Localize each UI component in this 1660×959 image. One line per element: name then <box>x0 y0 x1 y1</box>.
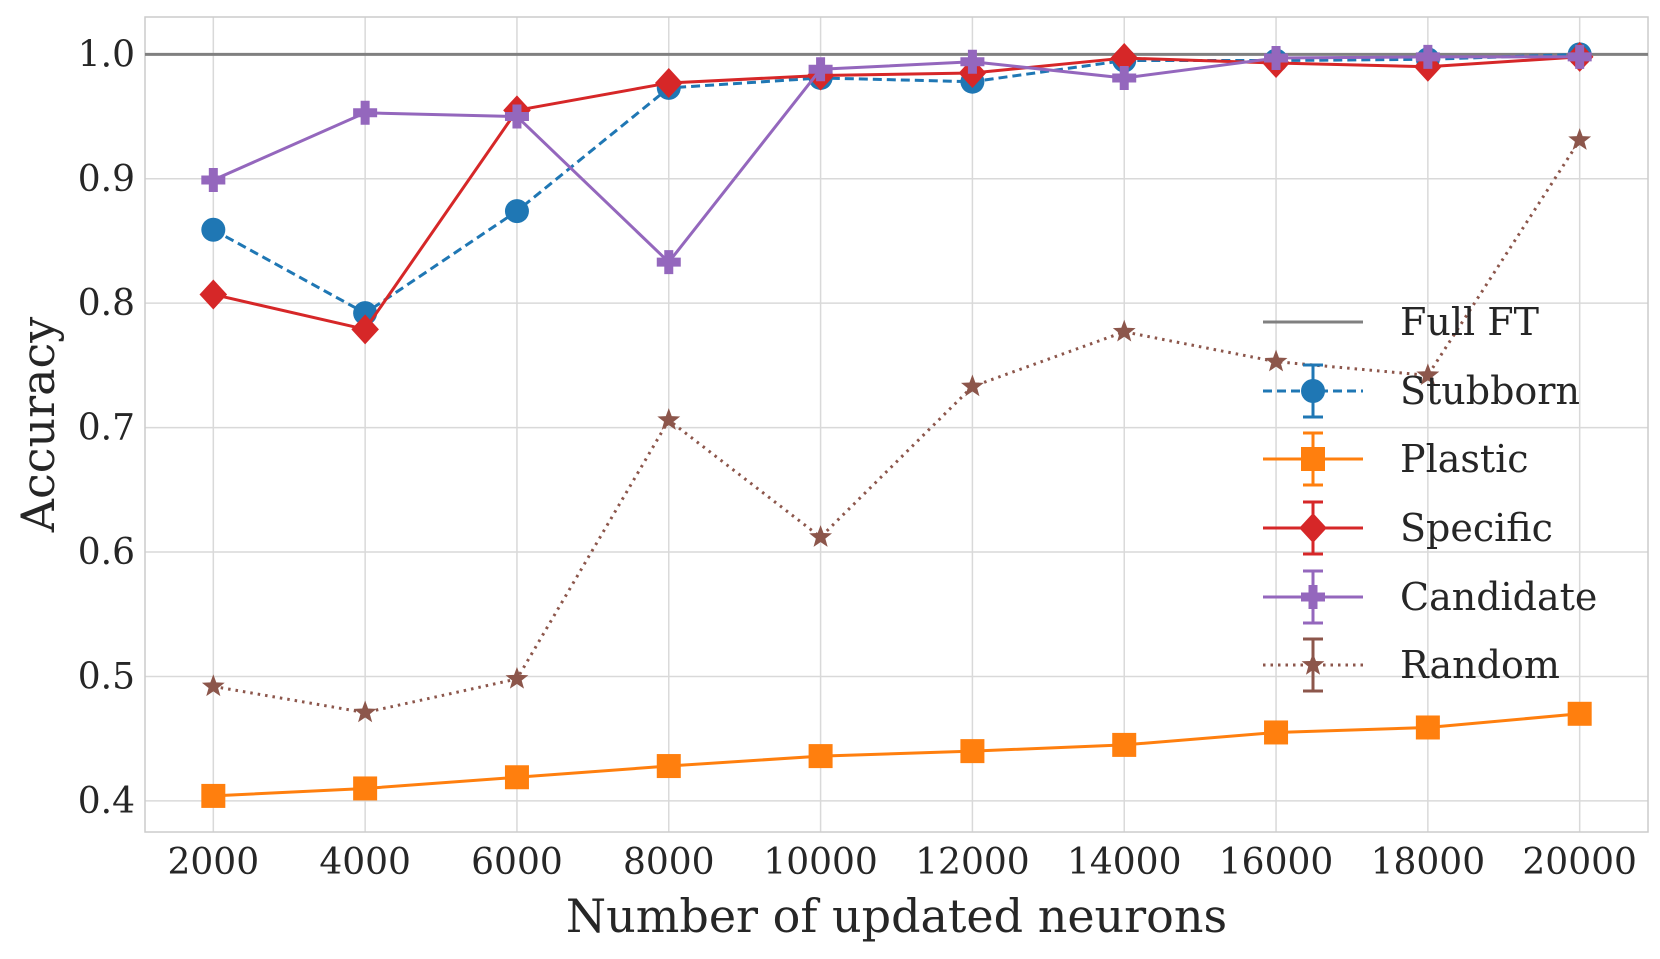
random-point <box>1416 363 1440 386</box>
legend-specific-marker <box>1299 513 1327 543</box>
legend-label-specific: Specific <box>1400 506 1553 550</box>
plastic-point <box>1112 732 1137 757</box>
random-point <box>1264 349 1288 372</box>
plastic-point <box>960 739 985 764</box>
candidate-point <box>504 104 529 129</box>
x-tick-label: 20000 <box>1522 842 1637 883</box>
y-tick-label: 0.9 <box>78 159 135 200</box>
plastic-point <box>1415 715 1440 740</box>
x-axis-ticks: 2000 4000 6000 8000 10000 12000 14000 16000 1800… <box>168 842 1637 883</box>
plastic-point <box>1264 720 1289 745</box>
x-tick-label: 4000 <box>319 842 411 883</box>
plastic-point <box>808 744 833 769</box>
x-tick-label: 12000 <box>915 842 1030 883</box>
x-tick-label: 18000 <box>1371 842 1486 883</box>
random-point <box>1568 128 1592 150</box>
y-tick-label: 0.4 <box>78 781 135 822</box>
legend-label-full-ft: Full FT <box>1400 300 1539 344</box>
specific-point <box>1110 43 1139 74</box>
candidate-line <box>212 55 1580 264</box>
random-point <box>961 374 984 397</box>
y-tick-label: 1.0 <box>78 34 135 75</box>
plastic-point <box>504 765 529 790</box>
candidate-point <box>1415 44 1440 69</box>
plastic-point <box>656 754 681 779</box>
random-series <box>201 128 1592 723</box>
legend-stubborn-marker <box>1301 379 1325 403</box>
x-axis-label: Number of updated neurons <box>566 889 1227 943</box>
random-line <box>213 139 1581 715</box>
specific-line <box>212 55 1580 331</box>
x-tick-label: 2000 <box>168 842 260 883</box>
x-tick-label: 10000 <box>763 842 878 883</box>
y-tick-label: 0.6 <box>78 532 135 573</box>
y-axis-label: Accuracy <box>11 317 65 534</box>
legend-candidate-marker <box>1301 585 1325 609</box>
plastic-point <box>353 776 378 801</box>
legend-label-stubborn: Stubborn <box>1400 369 1580 413</box>
y-tick-label: 0.5 <box>78 656 135 697</box>
series-layer <box>199 41 1594 808</box>
plastic-point <box>1567 701 1592 726</box>
y-tick-label: 0.7 <box>78 408 135 449</box>
plastic-line <box>213 712 1580 798</box>
plot-area <box>145 17 1648 832</box>
candidate-point <box>656 250 681 275</box>
x-tick-label: 6000 <box>471 842 563 883</box>
legend-random-marker <box>1301 653 1325 675</box>
random-point <box>657 408 681 430</box>
y-axis-ticks: 0.4 0.5 0.6 0.7 0.8 0.9 1.0 <box>78 34 135 822</box>
candidate-point <box>1567 44 1592 69</box>
candidate-point <box>960 49 985 74</box>
legend-label-plastic: Plastic <box>1400 437 1529 481</box>
grid <box>145 17 1648 832</box>
legend: Full FT Stubborn Plastic Specific Candidate R… <box>1263 300 1597 693</box>
candidate-point <box>1264 46 1289 71</box>
x-tick-label: 16000 <box>1219 842 1334 883</box>
candidate-point <box>808 57 833 82</box>
plastic-series <box>201 701 1592 808</box>
legend-label-candidate: Candidate <box>1400 575 1597 619</box>
random-point <box>201 674 225 697</box>
random-point <box>809 525 832 547</box>
x-tick-label: 8000 <box>623 842 715 883</box>
y-tick-label: 0.8 <box>78 283 135 324</box>
plastic-point <box>201 783 226 808</box>
stubborn-line <box>212 52 1580 315</box>
candidate-point <box>353 100 378 125</box>
candidate-series <box>201 44 1592 275</box>
plot-frame <box>144 16 1649 833</box>
specific-point <box>351 314 379 345</box>
random-point <box>1112 319 1136 342</box>
candidate-point <box>1112 65 1137 90</box>
x-tick-label: 14000 <box>1067 842 1182 883</box>
candidate-point <box>201 168 226 192</box>
stubborn-point <box>504 199 529 224</box>
random-point <box>505 666 529 689</box>
random-point <box>353 700 377 723</box>
stubborn-point <box>201 217 226 242</box>
legend-label-random: Random <box>1400 643 1560 687</box>
specific-point <box>654 67 683 98</box>
legend-plastic-marker <box>1301 447 1325 471</box>
specific-point <box>199 279 228 310</box>
